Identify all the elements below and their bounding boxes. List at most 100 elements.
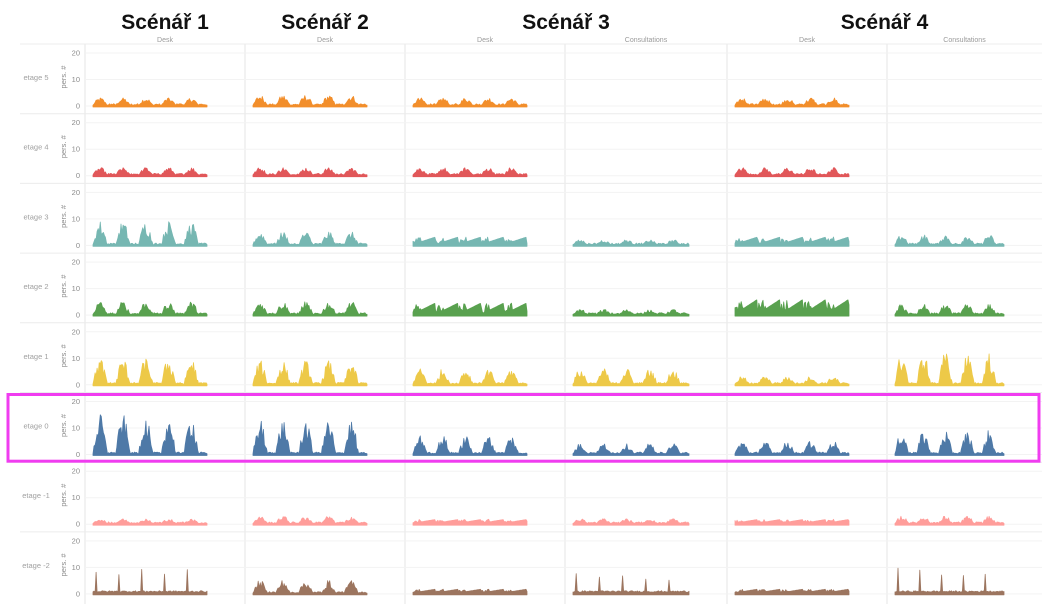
area-series [894, 515, 1005, 526]
y-tick-label: 0 [76, 520, 80, 529]
area-series [572, 309, 690, 317]
area-series [412, 302, 528, 317]
area-series [252, 167, 368, 178]
area-series [92, 518, 208, 526]
y-tick-label: 0 [76, 450, 80, 459]
y-tick-label: 20 [72, 118, 80, 127]
y-tick-label: 0 [76, 311, 80, 320]
y-tick-label: 20 [72, 467, 80, 476]
grid [20, 43, 1042, 604]
marks [92, 95, 1005, 596]
column-label: Desk [477, 37, 493, 44]
y-axis-label: pers. # [59, 204, 68, 228]
area-series [894, 234, 1005, 247]
y-tick-label: 10 [72, 145, 80, 154]
row-label: etage 2 [23, 282, 48, 291]
y-tick-label: 20 [72, 397, 80, 406]
y-axis-label: pers. # [59, 344, 68, 368]
highlight [6, 393, 1041, 463]
area-series [412, 97, 528, 108]
row-label: etage 4 [23, 143, 48, 152]
area-series [412, 236, 528, 247]
area-series [572, 573, 690, 596]
area-series [894, 304, 1005, 317]
y-tick-label: 20 [72, 258, 80, 267]
column-label: Desk [317, 37, 333, 44]
y-tick-label: 20 [72, 327, 80, 336]
row-label: etage -1 [22, 491, 50, 500]
area-series [92, 97, 208, 108]
y-axis-label: pers. # [59, 483, 68, 507]
y-tick-label: 10 [72, 563, 80, 572]
scenario-title: Scénář 3 [522, 11, 610, 34]
area-series [734, 441, 850, 456]
axes: etage 5 pers. # 0 10 20 etage 4 pers. # 0 10 20 et… [22, 49, 80, 599]
column-label: Desk [799, 37, 815, 44]
column-label: Desk [157, 37, 173, 44]
y-tick-label: 0 [76, 241, 80, 250]
area-series [734, 376, 850, 387]
y-tick-label: 0 [76, 380, 80, 389]
area-series [412, 167, 528, 178]
area-series [252, 95, 368, 108]
area-series [412, 588, 528, 596]
row-label: etage 5 [23, 73, 48, 82]
area-series [894, 430, 1005, 456]
area-series [734, 97, 850, 108]
y-tick-label: 20 [72, 49, 80, 58]
area-series [734, 588, 850, 596]
row-label: etage 1 [23, 352, 48, 361]
y-tick-label: 10 [72, 284, 80, 293]
scenario-title: Scénář 4 [841, 11, 929, 34]
area-series [252, 360, 368, 387]
area-series [252, 580, 368, 596]
area-series [894, 567, 1005, 596]
y-tick-label: 20 [72, 536, 80, 545]
y-tick-label: 10 [72, 424, 80, 433]
y-tick-label: 10 [72, 354, 80, 363]
area-series [734, 167, 850, 178]
y-tick-label: 10 [72, 214, 80, 223]
area-series [734, 299, 850, 317]
scenario-title: Scénář 2 [281, 11, 369, 34]
area-series [572, 443, 690, 456]
y-axis-label: pers. # [59, 65, 68, 89]
y-axis-label: pers. # [59, 553, 68, 577]
y-tick-label: 10 [72, 75, 80, 84]
area-series [252, 516, 368, 526]
area-series [252, 301, 368, 317]
y-tick-label: 0 [76, 102, 80, 111]
scenario-headers: Scénář 1 Desk Scénář 2 Desk Scénář 3 Desk Cons… [121, 11, 986, 44]
area-series [92, 301, 208, 317]
area-series [92, 569, 208, 596]
y-tick-label: 10 [72, 493, 80, 502]
area-series [92, 221, 208, 247]
y-axis-label: pers. # [59, 413, 68, 437]
row-label: etage -2 [22, 561, 50, 570]
row-label: etage 0 [23, 422, 48, 431]
y-tick-label: 20 [72, 188, 80, 197]
area-series [412, 368, 528, 387]
scenario-title: Scénář 1 [121, 11, 209, 34]
area-series [92, 358, 208, 387]
y-axis-label: pers. # [59, 274, 68, 298]
y-tick-label: 0 [76, 589, 80, 598]
area-series [734, 236, 850, 247]
area-series [734, 518, 850, 526]
row-label: etage 3 [23, 212, 48, 221]
area-series [572, 518, 690, 526]
y-axis-label: pers. # [59, 134, 68, 158]
area-series [252, 420, 368, 456]
column-label: Consultations [625, 37, 668, 44]
area-series [412, 518, 528, 526]
column-label: Consultations [943, 37, 986, 44]
area-series [894, 353, 1005, 387]
area-series [572, 239, 690, 247]
area-series [572, 368, 690, 387]
area-series [92, 414, 208, 456]
area-series [92, 167, 208, 178]
area-series [412, 435, 528, 456]
y-tick-label: 0 [76, 171, 80, 180]
highlight-box [6, 393, 1041, 463]
